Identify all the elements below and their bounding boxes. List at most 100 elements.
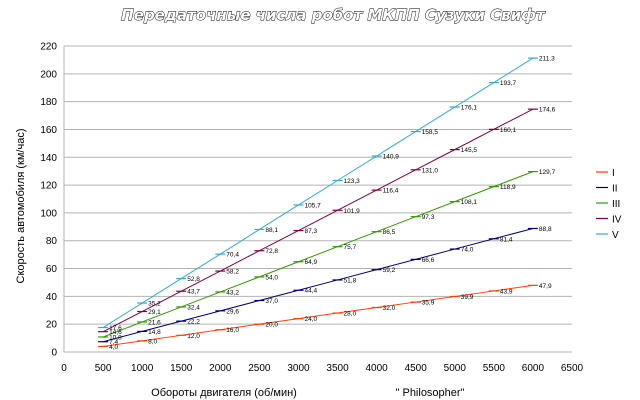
data-label: 43,2 [226, 289, 239, 296]
data-label: 118,9 [500, 184, 516, 191]
x-tick-label: 2500 [248, 363, 271, 374]
y-tick-label: 100 [40, 208, 57, 219]
data-label: 29,6 [226, 308, 239, 315]
data-label: 8,0 [148, 338, 157, 345]
data-label: 28,0 [344, 311, 357, 318]
y-tick-label: 180 [40, 97, 57, 108]
data-label: 12,0 [187, 333, 200, 340]
data-label: 108,1 [461, 199, 478, 206]
data-label: 4,0 [109, 344, 118, 351]
grid-lines [64, 45, 572, 325]
credit-label: " Philosopher" [396, 387, 465, 399]
data-label: 131,0 [422, 167, 439, 174]
x-tick-label: 3000 [287, 363, 310, 374]
legend-label: V [612, 230, 619, 241]
data-label: 160,1 [500, 127, 517, 134]
series-line-I [103, 284, 533, 347]
data-label: 21,6 [148, 319, 161, 326]
x-tick-label: 6000 [522, 363, 545, 374]
y-tick-label: 160 [40, 125, 57, 136]
data-label: 51,8 [344, 277, 357, 284]
data-label: 116,4 [383, 188, 399, 195]
data-label: 72,8 [265, 248, 278, 255]
data-label: 75,7 [344, 244, 357, 251]
data-label: 54,0 [265, 274, 278, 281]
x-tick-label: 0 [61, 363, 67, 374]
x-tick-label: 5000 [444, 363, 467, 374]
data-label: 44,4 [304, 288, 317, 295]
x-tick-label: 3500 [326, 363, 349, 374]
y-tick-label: 220 [40, 42, 57, 53]
data-label: 70,4 [226, 252, 239, 259]
y-tick-label: 120 [40, 181, 57, 192]
series-lines [102, 57, 534, 347]
data-label: 88,1 [265, 227, 278, 234]
data-label: 81,4 [500, 236, 513, 243]
y-tick-label: 20 [46, 320, 58, 331]
data-label: 43,9 [500, 288, 513, 295]
x-tick-label: 500 [95, 363, 112, 374]
y-tick-label: 140 [40, 153, 57, 164]
data-label: 16,0 [226, 327, 239, 334]
data-label: 20,0 [265, 322, 278, 329]
data-label: 123,3 [344, 178, 361, 185]
legend-label: II [612, 184, 618, 195]
data-labels: 4,0 8,0 12,0 16,0 20,0 24,0 28,0 32,0 35,9 39,9 43… [109, 56, 555, 351]
legend-label: III [612, 199, 620, 210]
y-tick-label: 40 [46, 292, 58, 303]
data-label: 158,5 [422, 129, 439, 136]
data-label: 17,6 [109, 325, 122, 332]
data-label: 37,0 [265, 298, 278, 305]
data-label: 101,9 [344, 208, 361, 215]
data-label: 43,7 [187, 289, 200, 296]
data-label: 74,0 [461, 247, 474, 254]
y-tick-label: 80 [46, 236, 58, 247]
data-label: 129,7 [539, 169, 556, 176]
x-tick-label: 2000 [209, 363, 232, 374]
y-tick-label: 60 [46, 264, 58, 275]
data-label: 10,8 [109, 334, 122, 341]
data-label: 29,1 [148, 309, 161, 316]
data-label: 211,3 [539, 56, 555, 63]
data-label: 86,5 [383, 229, 396, 236]
x-tick-label: 4500 [405, 363, 428, 374]
data-label: 32,4 [187, 304, 200, 311]
data-label: 59,2 [383, 267, 396, 274]
series-line-II [102, 228, 534, 343]
data-label: 88,8 [539, 226, 552, 233]
axes [63, 46, 572, 353]
data-label: 193,7 [500, 80, 517, 87]
data-label: 66,6 [422, 257, 435, 264]
data-label: 35,2 [148, 301, 161, 308]
data-label: 145,5 [461, 147, 478, 154]
data-label: 39,9 [461, 294, 474, 301]
data-label: 47,9 [539, 283, 552, 290]
data-label: 87,3 [304, 228, 317, 235]
data-label: 105,7 [304, 202, 321, 209]
data-label: 14,8 [148, 329, 161, 336]
legend-label: I [612, 168, 615, 179]
x-tick-labels: 0 500 1000 1500 2000 2500 3000 3500 4000 4500 5000… [61, 363, 583, 374]
legend-label: IV [612, 215, 622, 226]
x-axis-label: Обороты двигателя (об/мин) [151, 387, 297, 399]
data-label: 7,4 [109, 339, 118, 346]
y-tick-labels: 0 20 40 60 80 100 120 140 160 180 200 220 [40, 42, 57, 359]
data-label: 32,0 [383, 305, 396, 312]
y-axis-label: Скорость автомобиля (км/час) [15, 129, 27, 284]
chart-title: Передаточные числа робот МКПП Сузуки Сви… [121, 6, 546, 24]
y-tick-label: 0 [51, 348, 57, 359]
data-label: 52,8 [187, 276, 200, 283]
data-label: 176,1 [461, 105, 478, 112]
x-tick-label: 1000 [131, 363, 154, 374]
data-label: 174,6 [539, 107, 556, 114]
data-label: 35,9 [422, 300, 435, 307]
x-tick-label: 5500 [483, 363, 506, 374]
y-tick-label: 200 [40, 69, 57, 80]
series-line-IV [102, 108, 534, 333]
data-label: 14,6 [109, 329, 122, 336]
x-tick-label: 1500 [170, 363, 193, 374]
x-tick-label: 6500 [561, 363, 584, 374]
data-label: 58,2 [226, 269, 239, 276]
